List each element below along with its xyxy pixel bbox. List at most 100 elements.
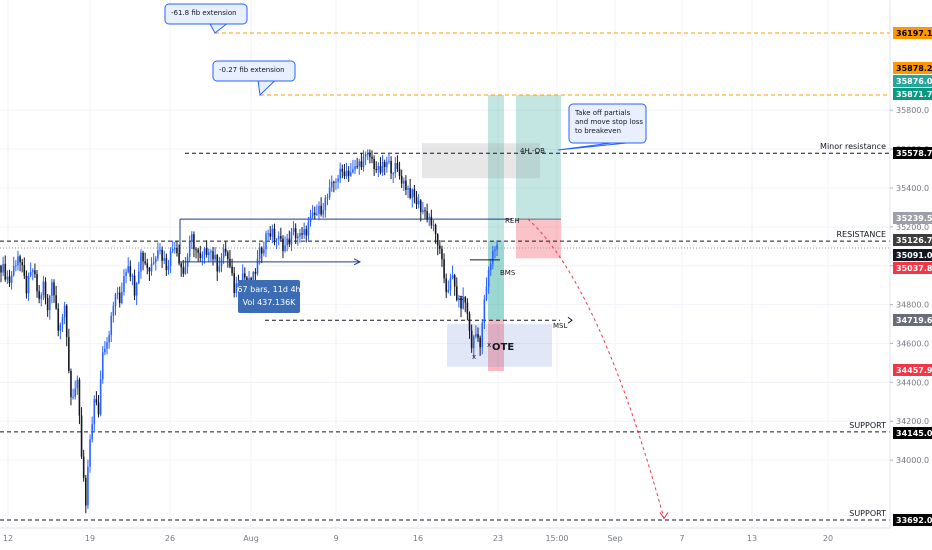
- candle-body: [381, 162, 384, 173]
- candle-body: [453, 275, 456, 287]
- candle-body: [116, 292, 119, 295]
- candle-body: [290, 231, 293, 245]
- price-badge[interactable]: [893, 212, 932, 224]
- candle-body: [375, 168, 378, 171]
- short-stop-zone: [516, 219, 561, 259]
- candle-body: [313, 212, 316, 215]
- candle-body: [282, 238, 284, 251]
- candle-body: [248, 278, 250, 281]
- candle-body: [411, 189, 414, 198]
- price-badge[interactable]: [893, 249, 932, 261]
- candle-body: [492, 250, 494, 264]
- candle-body: [301, 233, 303, 235]
- swing-mark: x: [472, 353, 476, 361]
- candle-body: [178, 253, 180, 264]
- candle-body: [29, 271, 32, 276]
- price-badge[interactable]: [893, 147, 932, 159]
- candle-body: [171, 249, 174, 251]
- fib-618-callout[interactable]: [164, 3, 248, 25]
- price-tick-label: 35800.0: [896, 106, 929, 115]
- price-tick-label: 34000.0: [896, 456, 929, 465]
- candle-body: [72, 396, 74, 398]
- candle-body: [364, 153, 367, 157]
- candle-body: [146, 263, 149, 269]
- fib-027-callout-text: -0.27 fib extension: [219, 66, 285, 74]
- candle-body: [121, 291, 123, 303]
- price-badge[interactable]: [893, 88, 932, 100]
- candle-body: [4, 263, 7, 280]
- candle-body: [288, 238, 291, 245]
- msl-arrow-icon: [567, 316, 573, 324]
- candle-body: [74, 388, 76, 397]
- candle-body: [68, 337, 70, 372]
- candle-body: [487, 270, 490, 287]
- candle-body: [326, 197, 329, 199]
- price-badge[interactable]: [893, 262, 932, 274]
- candle-body: [409, 188, 411, 198]
- price-badge[interactable]: [893, 75, 932, 87]
- time-tick-label: 19: [85, 534, 95, 543]
- candle-body: [333, 181, 335, 183]
- candle-body: [358, 161, 361, 167]
- fib-027-callout[interactable]: [212, 60, 296, 82]
- candle-body: [161, 249, 163, 261]
- candle-body: [197, 249, 199, 253]
- price-axis[interactable]: 34000.034200.034400.034600.034800.035000…: [889, 0, 932, 550]
- candle-body: [85, 477, 87, 506]
- fib-618-callout-pointer[interactable]: [209, 23, 227, 34]
- candle-body: [63, 305, 66, 318]
- candle-body: [40, 295, 43, 299]
- candle-body: [297, 236, 299, 239]
- candle-body: [201, 254, 204, 258]
- candle-body: [265, 233, 267, 250]
- swing-mark: x: [459, 294, 463, 302]
- candle-body: [271, 228, 274, 237]
- take-profit-callout-text: Take off partials: [574, 109, 631, 117]
- price-badge-label: 34719.6: [896, 316, 932, 325]
- candle-body: [419, 200, 422, 213]
- fib-027-callout-pointer[interactable]: [257, 80, 275, 97]
- candle-body: [167, 266, 170, 271]
- candle-body: [89, 439, 91, 467]
- candle-body: [335, 181, 337, 183]
- candle-body: [216, 254, 219, 272]
- ob-label: 4H -OB: [520, 147, 545, 155]
- candle-body: [222, 248, 225, 258]
- price-badge[interactable]: [893, 234, 932, 246]
- candle-body: [212, 251, 214, 260]
- price-badge[interactable]: [893, 27, 932, 39]
- candle-body: [199, 252, 202, 258]
- candle-body: [34, 270, 36, 275]
- candles: [0, 149, 498, 514]
- price-badge[interactable]: [893, 514, 932, 526]
- candle-body: [337, 178, 339, 182]
- candle-body: [114, 294, 117, 306]
- price-badge[interactable]: [893, 314, 932, 326]
- price-badge-label: 35876.0: [896, 77, 932, 86]
- candle-body: [138, 271, 140, 283]
- time-axis[interactable]: 12 19 26 Aug 9 16 23 15:00 Sep 7 13 20: [0, 527, 890, 550]
- candle-body: [311, 212, 314, 217]
- take-profit-callout-pointer[interactable]: [557, 142, 627, 151]
- time-tick-label: 13: [747, 534, 757, 543]
- time-tick-label: 9: [333, 534, 338, 543]
- candle-body: [269, 233, 272, 237]
- price-badge[interactable]: [893, 62, 932, 74]
- candle-body: [246, 277, 248, 281]
- price-badge[interactable]: [893, 427, 932, 439]
- candle-body: [135, 282, 138, 296]
- candle-body: [415, 196, 418, 205]
- candle-body: [15, 265, 17, 267]
- candle-body: [57, 308, 60, 331]
- take-profit-callout[interactable]: [568, 103, 647, 144]
- candle-body: [343, 171, 346, 177]
- candle-body: [417, 200, 420, 205]
- level-label: SUPPORT: [849, 421, 886, 430]
- candle-body: [210, 251, 212, 253]
- price-badge[interactable]: [893, 364, 932, 376]
- ote-zone: [447, 324, 552, 367]
- candle-body: [286, 238, 288, 246]
- callouts[interactable]: -61.8 fib extension -0.27 fib extension Ta…: [164, 3, 647, 151]
